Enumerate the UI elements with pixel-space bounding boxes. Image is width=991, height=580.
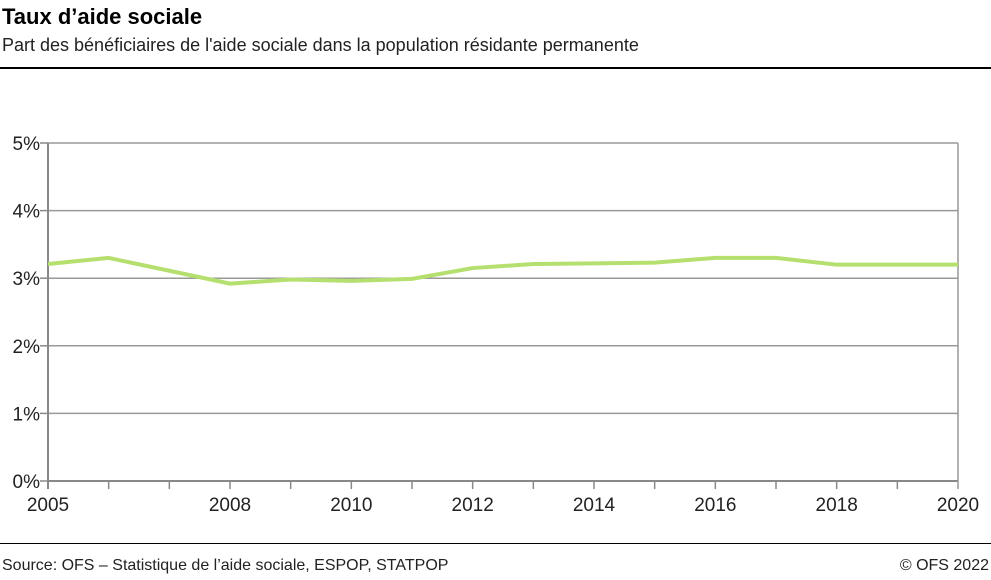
chart-title: Taux d’aide sociale xyxy=(2,4,203,29)
footer-divider xyxy=(0,543,991,544)
y-tick-label: 2% xyxy=(13,337,41,358)
x-tick-label: 2005 xyxy=(27,495,69,516)
y-tick-label: 4% xyxy=(13,202,41,223)
copyright: © OFS 2022 xyxy=(899,557,989,574)
x-tick-label: 2008 xyxy=(209,495,251,516)
x-tick-label: 2018 xyxy=(816,495,858,516)
series-line xyxy=(47,255,958,286)
header-divider xyxy=(0,67,991,69)
x-tick-label: 2016 xyxy=(694,495,736,516)
y-tick-label: 3% xyxy=(13,269,41,290)
y-tick-label: 0% xyxy=(13,472,41,493)
y-tick-label: 1% xyxy=(13,404,41,425)
x-tick-label: 2012 xyxy=(452,495,494,516)
chart-subtitle: Part des bénéficiaires de l'aide sociale… xyxy=(2,35,639,55)
x-tick-label: 2014 xyxy=(573,495,616,516)
x-tick-label: 2010 xyxy=(330,495,372,516)
y-tick-label: 5% xyxy=(13,134,41,155)
x-tick-label: 2020 xyxy=(937,495,979,516)
source-note: Source: OFS – Statistique de l’aide soci… xyxy=(2,557,449,574)
